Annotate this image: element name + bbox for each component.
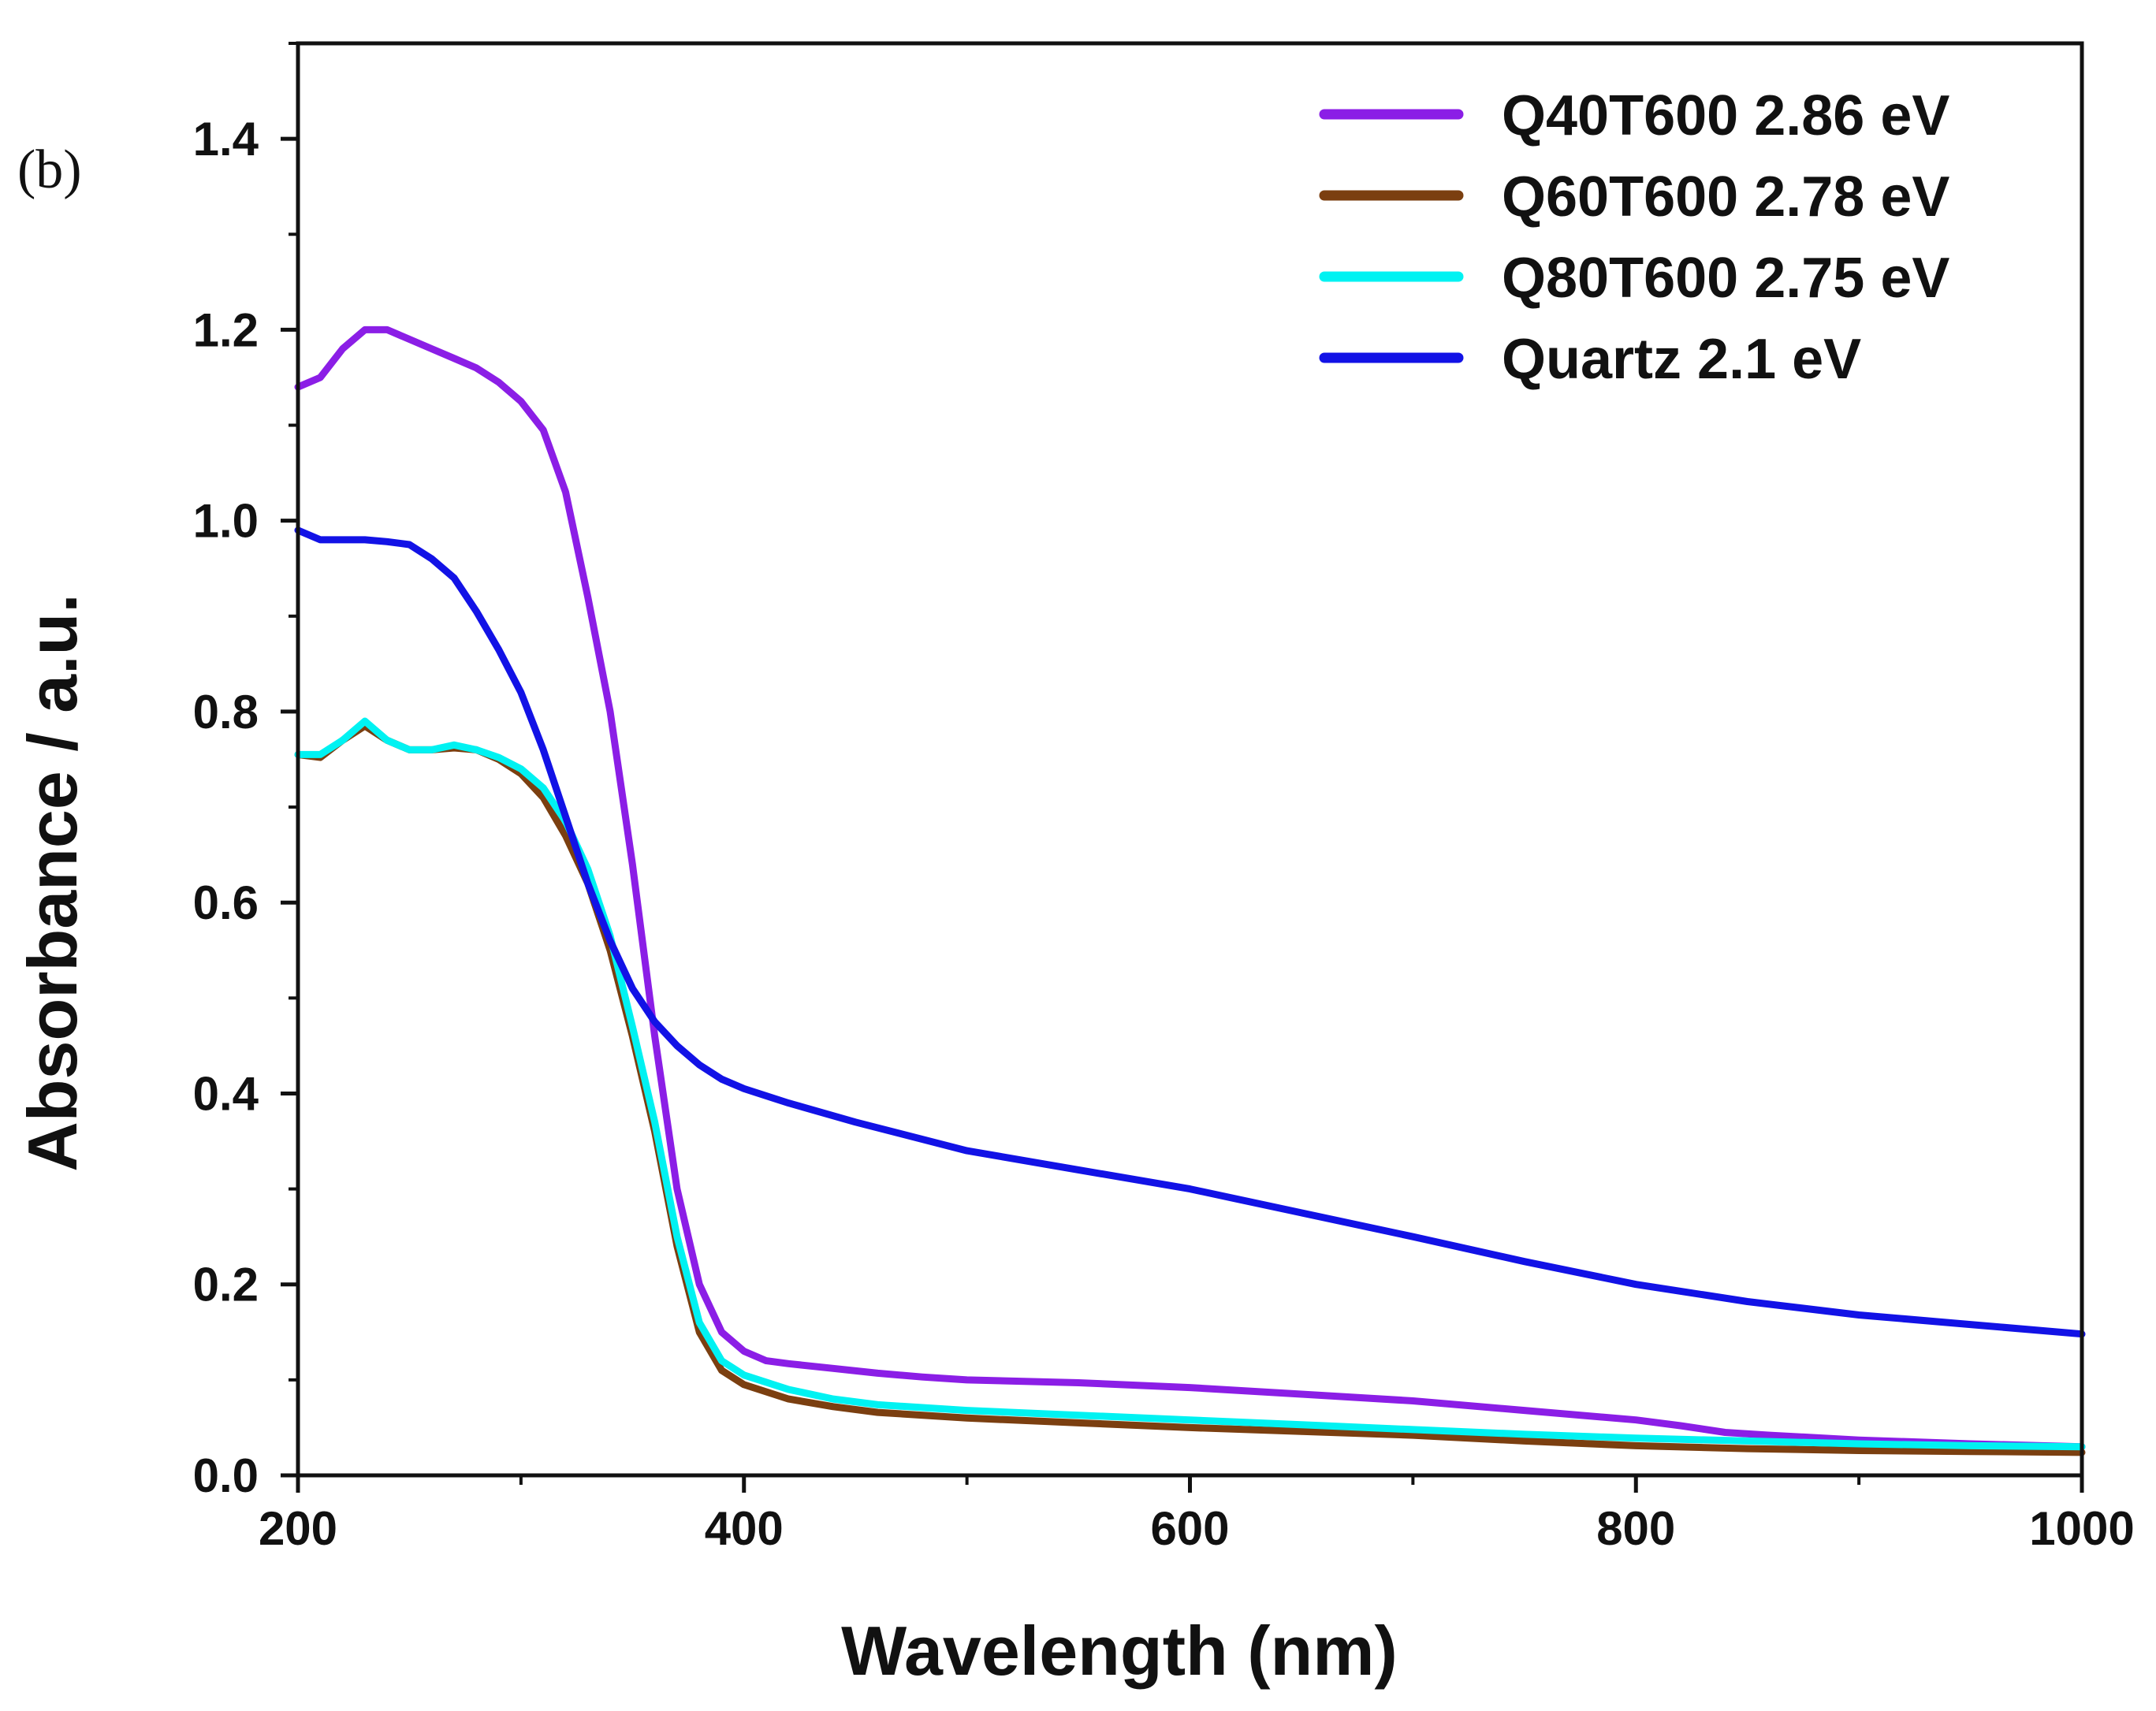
series-line-4 — [294, 526, 2086, 1338]
x-tick-label: 200 — [259, 1502, 337, 1555]
series-line-2 — [294, 722, 2086, 1456]
y-axis-title: Absorbance / a.u. — [13, 593, 91, 1172]
legend: Q40T600 2.86 eV Q60T600 2.78 eV Q80T600 2.… — [1319, 84, 1949, 391]
y-tick-label: 0.6 — [193, 876, 259, 929]
series-line-1 — [294, 325, 2086, 1451]
y-tick-label: 0.4 — [193, 1067, 259, 1120]
legend-label-4: Quartz 2.1 eV — [1502, 328, 1861, 391]
y-tick-label: 0.0 — [193, 1449, 259, 1502]
legend-label-1: Q40T600 2.86 eV — [1502, 84, 1949, 147]
legend-label-2: Q60T600 2.78 eV — [1502, 166, 1949, 229]
panel-label: (b) — [17, 139, 82, 200]
series-layer — [294, 325, 2086, 1456]
x-tick-label: 600 — [1150, 1502, 1229, 1555]
tick-layer: 200 400 600 800 1000 0.0 0.2 0.4 0.6 0.8 1.0 1.2 1.4 — [193, 42, 2135, 1555]
y-tick-label: 0.8 — [193, 686, 259, 738]
x-tick-label: 1000 — [2029, 1502, 2134, 1555]
y-tick-label: 0.2 — [193, 1259, 259, 1311]
series-line-3 — [294, 717, 2086, 1451]
y-tick-label: 1.2 — [193, 303, 259, 356]
legend-label-3: Q80T600 2.75 eV — [1502, 247, 1949, 310]
y-tick-label: 1.0 — [193, 495, 259, 548]
x-tick-label: 800 — [1596, 1502, 1675, 1555]
x-axis-title: Wavelength (nm) — [841, 1612, 1398, 1690]
y-tick-label: 1.4 — [193, 113, 259, 166]
x-tick-label: 400 — [705, 1502, 784, 1555]
